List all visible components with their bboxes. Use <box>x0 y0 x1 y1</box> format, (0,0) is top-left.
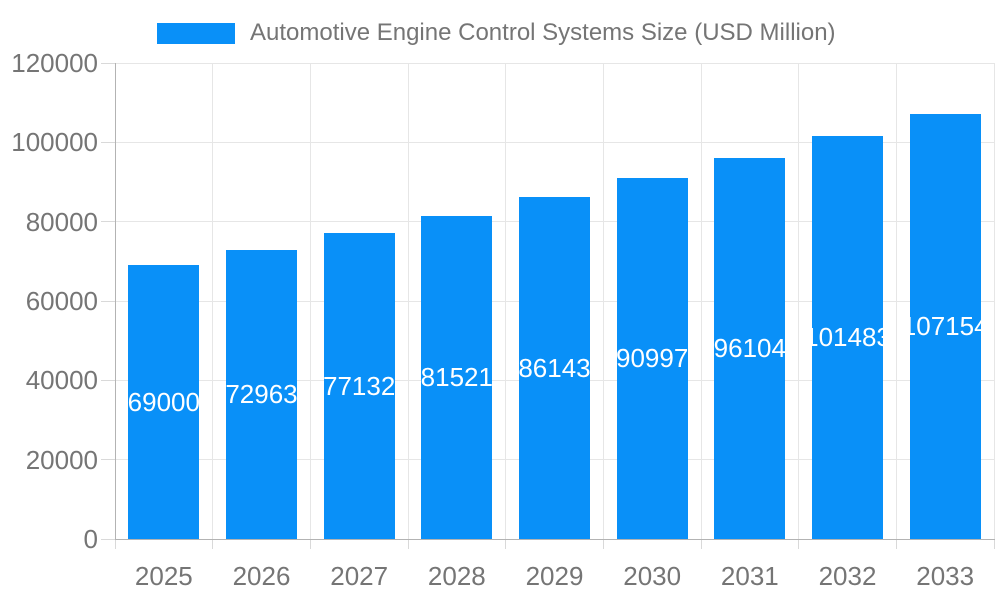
y-tick <box>101 538 115 540</box>
x-axis-label: 2031 <box>720 561 779 591</box>
bar[interactable]: 72963 <box>225 249 298 539</box>
v-gridline <box>407 63 409 539</box>
y-tick <box>101 221 115 223</box>
y-tick <box>101 300 115 302</box>
bar-value-label: 81521 <box>420 361 493 392</box>
v-gridline <box>700 63 702 539</box>
bar[interactable]: 69000 <box>127 265 200 539</box>
v-gridline <box>505 63 507 539</box>
y-tick <box>101 62 115 64</box>
x-tick <box>505 539 507 549</box>
y-tick <box>101 141 115 143</box>
v-gridline <box>798 63 800 539</box>
legend: Automotive Engine Control Systems Size (… <box>157 18 836 48</box>
y-tick <box>101 379 115 381</box>
x-axis-line <box>114 539 995 540</box>
x-tick <box>602 539 604 549</box>
legend-label: Automotive Engine Control Systems Size (… <box>250 19 836 46</box>
y-axis-line <box>114 63 116 540</box>
y-axis-label: 0 <box>83 524 98 554</box>
h-gridline <box>115 141 994 143</box>
bar-value-label: 101483 <box>804 322 891 353</box>
y-axis-label: 120000 <box>11 48 98 78</box>
y-axis-label: 80000 <box>25 206 98 237</box>
x-tick <box>212 539 214 549</box>
y-axis-label: 20000 <box>25 444 98 475</box>
x-axis-label: 2029 <box>525 561 584 591</box>
x-axis-label: 2026 <box>232 561 291 591</box>
legend-swatch <box>157 22 235 44</box>
x-axis-label: 2032 <box>818 561 877 591</box>
bar[interactable]: 96104 <box>713 157 786 539</box>
y-tick <box>101 459 115 461</box>
bar[interactable]: 86143 <box>518 197 591 539</box>
x-tick <box>895 539 897 549</box>
x-axis-label: 2028 <box>427 561 486 591</box>
bar-value-label: 72963 <box>225 378 298 409</box>
bar[interactable]: 77132 <box>323 233 396 539</box>
bar-value-label: 96104 <box>713 332 786 363</box>
x-axis-label: 2025 <box>134 561 193 591</box>
y-axis-label: 40000 <box>25 365 98 396</box>
bar[interactable]: 101483 <box>804 136 891 539</box>
v-gridline <box>309 63 311 539</box>
x-axis-label: 2027 <box>330 561 389 591</box>
x-tick <box>309 539 311 549</box>
v-gridline <box>895 63 897 539</box>
v-gridline <box>212 63 214 539</box>
x-axis-label: 2030 <box>623 561 682 591</box>
bar[interactable]: 90997 <box>616 178 689 539</box>
bar-value-label: 86143 <box>518 352 591 383</box>
bar-value-label: 69000 <box>127 386 200 417</box>
x-axis-label: 2033 <box>916 561 975 591</box>
x-tick <box>114 539 116 549</box>
bar-value-label: 107154 <box>901 310 989 341</box>
h-gridline <box>115 62 994 64</box>
y-axis-label: 100000 <box>11 127 98 158</box>
bar[interactable]: 107154 <box>902 113 989 539</box>
v-gridline <box>602 63 604 539</box>
x-tick <box>798 539 800 549</box>
y-axis-label: 60000 <box>25 286 98 316</box>
x-tick <box>407 539 409 549</box>
x-tick <box>993 539 995 549</box>
x-tick <box>700 539 702 549</box>
bar-value-label: 90997 <box>616 343 689 373</box>
bar[interactable]: 81521 <box>420 215 493 539</box>
bar-value-label: 77132 <box>323 370 396 401</box>
v-gridline <box>993 63 995 539</box>
